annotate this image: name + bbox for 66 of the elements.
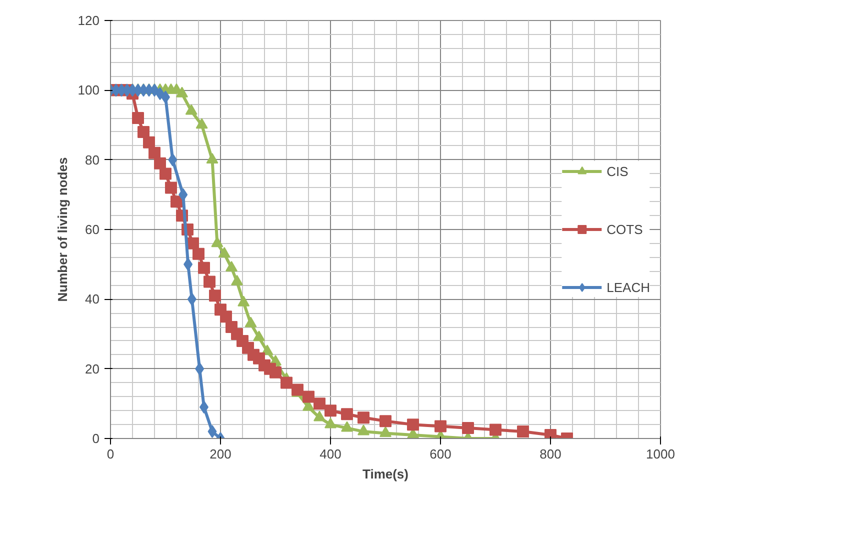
x-tick-label: 200 <box>210 446 232 462</box>
point <box>195 362 204 376</box>
y-tick-label: 100 <box>78 82 100 98</box>
point <box>490 424 502 436</box>
point <box>220 310 232 323</box>
point <box>358 424 370 436</box>
point <box>380 426 392 437</box>
point <box>341 408 353 420</box>
legend-label: CIS <box>606 164 628 178</box>
point <box>168 153 178 166</box>
point <box>211 236 224 248</box>
point <box>407 418 419 431</box>
point <box>324 404 336 417</box>
point <box>231 274 243 286</box>
point <box>517 426 529 438</box>
point <box>462 422 474 434</box>
point <box>434 420 446 432</box>
point <box>185 104 198 115</box>
y-tick-label: 20 <box>85 361 100 376</box>
y-tick-label: 80 <box>85 152 100 168</box>
y-axis-title: Number of living nodes <box>54 157 70 302</box>
point <box>314 398 326 410</box>
point <box>226 260 238 272</box>
point <box>292 384 304 396</box>
point <box>160 168 172 180</box>
x-tick-label: 1000 <box>646 446 675 462</box>
point <box>143 136 155 148</box>
legend-label: COTS <box>606 222 643 236</box>
point <box>170 196 182 208</box>
y-tick-label: 0 <box>92 431 100 446</box>
point <box>204 276 216 288</box>
y-tick-label: 120 <box>78 13 100 28</box>
point <box>324 418 336 428</box>
point <box>187 292 196 306</box>
point <box>218 247 230 258</box>
point <box>196 118 208 129</box>
point <box>132 112 144 124</box>
point <box>165 182 177 194</box>
point <box>198 262 210 274</box>
point <box>154 157 166 170</box>
point <box>238 296 250 306</box>
legend-label: LEACH <box>606 280 650 294</box>
point <box>192 248 204 260</box>
point <box>270 366 282 378</box>
x-axis-title: Time(s) <box>362 466 408 482</box>
point <box>380 415 392 428</box>
y-tick-label: 60 <box>85 222 100 237</box>
point <box>341 421 353 432</box>
point <box>280 376 292 389</box>
point <box>206 152 218 164</box>
x-tick-label: 0 <box>106 446 114 462</box>
point <box>148 146 160 159</box>
point <box>302 390 314 403</box>
point <box>138 126 150 138</box>
point <box>244 316 257 328</box>
point <box>253 330 265 342</box>
point <box>209 290 221 302</box>
point <box>314 410 326 422</box>
point <box>184 258 193 271</box>
x-tick-label: 400 <box>320 446 342 462</box>
point <box>178 188 188 202</box>
x-tick-label: 800 <box>540 446 562 462</box>
point <box>358 412 370 424</box>
y-tick-label: 40 <box>85 292 100 307</box>
point <box>208 425 217 438</box>
x-tick-label: 600 <box>430 446 452 462</box>
